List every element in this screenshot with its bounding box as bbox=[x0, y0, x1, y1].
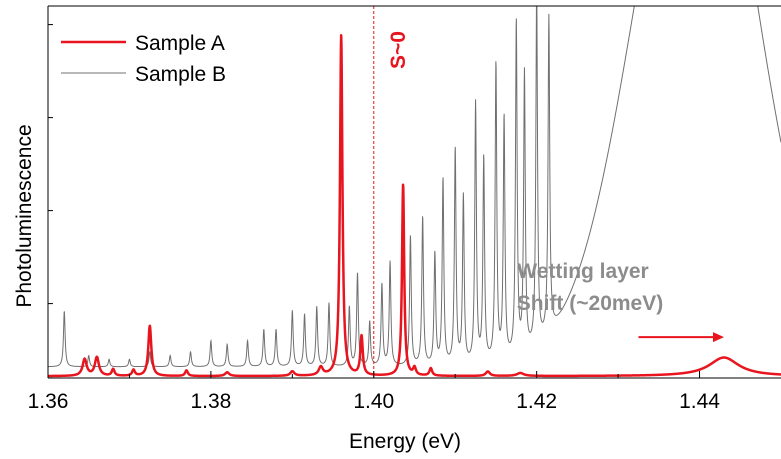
axes: 1.36 1.38 1.40 1.42 1.44 bbox=[28, 5, 781, 413]
s0-label: S~0 bbox=[387, 31, 410, 69]
annotation-line-2: Shift (~20meV) bbox=[517, 292, 663, 315]
y-axis-title: Photoluminescence bbox=[13, 124, 36, 307]
series-sample-b-line bbox=[48, 6, 781, 368]
x-axis-title: Energy (eV) bbox=[349, 430, 461, 453]
x-tick-label: 1.44 bbox=[679, 390, 720, 413]
x-ticks: 1.36 1.38 1.40 1.42 1.44 bbox=[28, 371, 720, 413]
plot-area bbox=[48, 6, 781, 378]
shift-arrow-head bbox=[712, 332, 724, 343]
x-tick-label: 1.42 bbox=[516, 390, 557, 413]
annotation-line-1: Wetting layer bbox=[517, 260, 648, 283]
y-ticks bbox=[48, 24, 53, 305]
x-tick-label: 1.40 bbox=[353, 390, 394, 413]
legend-label-sample-a: Sample A bbox=[135, 32, 225, 55]
legend: Sample A Sample B bbox=[61, 32, 226, 86]
wetting-layer-annotation: Wetting layer Shift (~20meV) bbox=[517, 260, 724, 343]
legend-label-sample-b: Sample B bbox=[135, 63, 226, 86]
series-sample-a-line bbox=[48, 34, 781, 378]
x-tick-label: 1.36 bbox=[28, 390, 69, 413]
x-tick-label: 1.38 bbox=[190, 390, 231, 413]
